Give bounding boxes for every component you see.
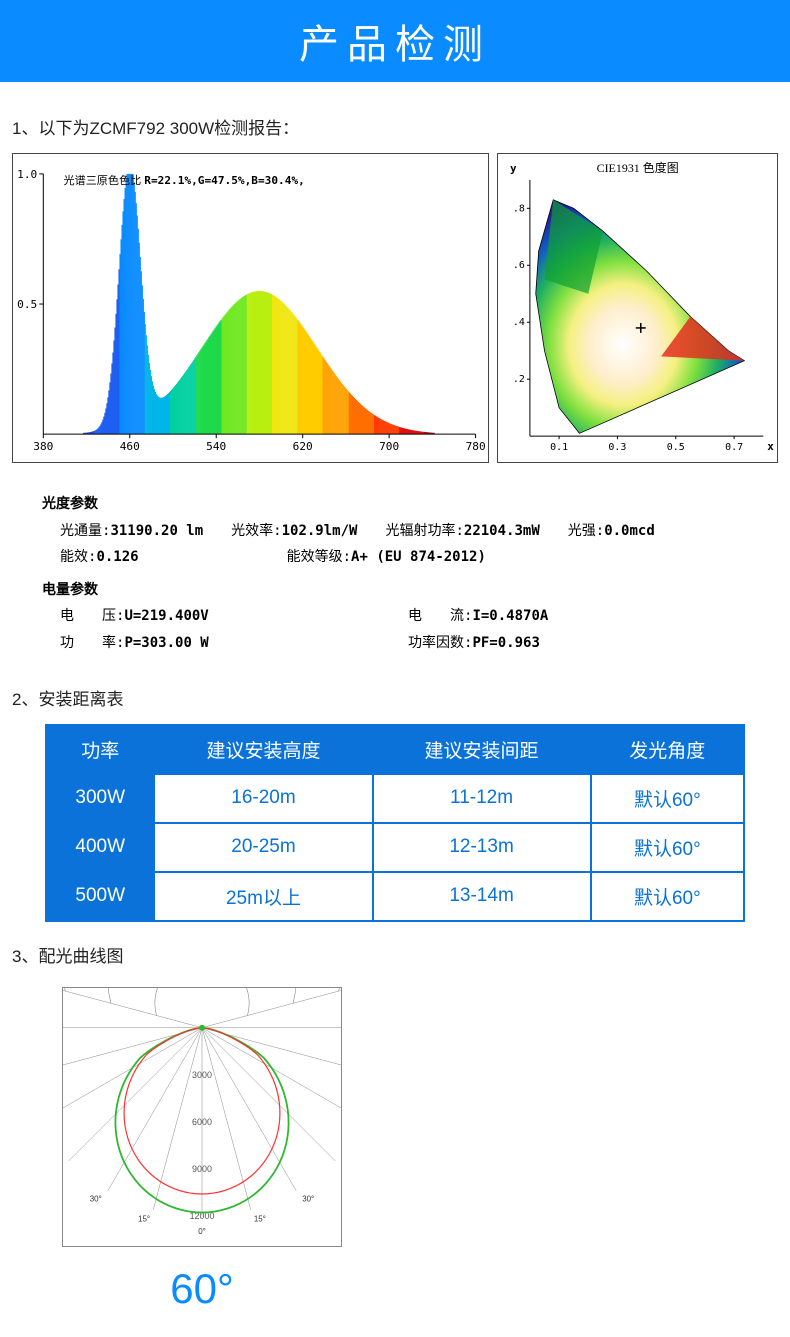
class: 能效等级:A+ (EU 874-2012) [287,544,486,571]
svg-text:780: 780 [466,440,486,453]
electrical-header: 电量参数 [42,577,748,604]
table-cell: 默认60° [591,774,744,823]
spectrum-chart: 1.0 0.5 380 460 540 620 700 780 光谱三原色色比R=22.1%,G… [12,153,489,463]
bottom-angle-label: 60° [62,1265,342,1313]
radiant: 光辐射功率:22104.3mW [385,518,539,545]
section1-title: 1、以下为ZCMF792 300W检测报告： [12,114,778,139]
intensity: 光强:0.0mcd [568,518,655,545]
eff: 能效:0.126 [60,544,139,571]
table-row: 500W25m以上13-14m默认60° [46,872,744,921]
section3-title: 3、配光曲线图 [12,942,778,967]
photometric-params: 光度参数 光通量:31190.20 lm 光效率:102.9lm/W 光辐射功率… [12,481,778,673]
svg-text:700: 700 [379,440,399,453]
table-cell: 16-20m [154,774,372,823]
svg-text:0.5: 0.5 [667,442,685,453]
table-cell: 25m以上 [154,872,372,921]
svg-text:1.0: 1.0 [17,168,37,181]
power: 功 率:P=303.00 W [60,630,380,657]
table-cell: 默认60° [591,823,744,872]
svg-text:620: 620 [293,440,313,453]
cie-chart: .8 .6 .4 .2 0.1 0.3 0.5 0.7 y x CIE1931 色度图 [497,153,778,463]
polar-chart-wrap: 30006000900012000105°105°90°90°75°75°60°… [62,987,778,1247]
svg-text:30°: 30° [90,1194,102,1203]
install-table: 功率建议安装高度建议安装间距发光角度 300W16-20m11-12m默认60°… [45,724,745,922]
pf: 功率因数:PF=0.963 [408,630,540,657]
svg-text:y: y [510,162,517,175]
svg-text:15°: 15° [254,1214,266,1223]
polar-chart: 30006000900012000105°105°90°90°75°75°60°… [62,987,342,1247]
svg-text:CIE1931 色度图: CIE1931 色度图 [596,160,678,175]
table-cell: 500W [46,872,154,921]
photometric-header: 光度参数 [42,491,748,518]
table-header: 建议安装间距 [373,725,591,774]
svg-text:.6: .6 [513,260,525,271]
svg-text:540: 540 [206,440,226,453]
svg-text:15°: 15° [138,1214,150,1223]
section2-title: 2、安装距离表 [12,685,778,710]
table-header: 功率 [46,725,154,774]
table-cell: 11-12m [373,774,591,823]
svg-text:.4: .4 [513,317,525,328]
svg-text:R=22.1%,G=47.5%,B=30.4%,: R=22.1%,G=47.5%,B=30.4%, [144,174,304,187]
table-cell: 20-25m [154,823,372,872]
main-content: 1、以下为ZCMF792 300W检测报告： 1.0 0.5 380 460 540 62… [0,82,790,1333]
svg-text:.2: .2 [513,374,525,385]
table-header: 建议安装高度 [154,725,372,774]
voltage: 电 压:U=219.400V [60,603,380,630]
svg-text:0°: 0° [198,1227,206,1236]
table-cell: 默认60° [591,872,744,921]
svg-text:.8: .8 [513,203,525,214]
svg-text:0.7: 0.7 [725,442,743,453]
table-row: 400W20-25m12-13m默认60° [46,823,744,872]
svg-text:0.3: 0.3 [608,442,626,453]
header-title: 产品检测 [299,23,491,67]
table-header: 发光角度 [591,725,744,774]
svg-text:460: 460 [120,440,140,453]
table-row: 300W16-20m11-12m默认60° [46,774,744,823]
svg-text:光谱三原色色比: 光谱三原色色比 [64,173,142,187]
svg-text:x: x [767,440,774,453]
svg-text:0.5: 0.5 [17,298,37,311]
svg-text:30°: 30° [302,1194,314,1203]
table-cell: 12-13m [373,823,591,872]
charts-row: 1.0 0.5 380 460 540 620 700 780 光谱三原色色比R=22.1%,G… [12,153,778,463]
table-cell: 300W [46,774,154,823]
flux: 光通量:31190.20 lm [60,518,203,545]
svg-text:380: 380 [33,440,53,453]
current: 电 流:I=0.4870A [408,603,548,630]
table-cell: 13-14m [373,872,591,921]
efficacy: 光效率:102.9lm/W [231,518,357,545]
svg-text:0.1: 0.1 [550,442,568,453]
page-header: 产品检测 [0,0,790,82]
table-cell: 400W [46,823,154,872]
